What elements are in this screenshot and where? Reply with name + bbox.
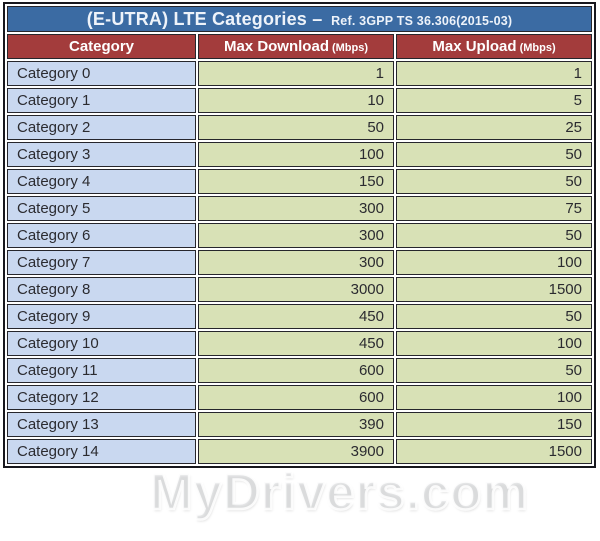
category-cell: Category 8 [7, 277, 196, 302]
category-cell: Category 5 [7, 196, 196, 221]
category-cell: Category 10 [7, 331, 196, 356]
max-download-cell: 50 [198, 115, 394, 140]
max-upload-cell: 50 [396, 223, 592, 248]
max-upload-cell: 50 [396, 304, 592, 329]
category-cell: Category 9 [7, 304, 196, 329]
header-label: Max Download [223, 37, 329, 55]
category-cell: Category 11 [7, 358, 196, 383]
table-row: Category 13 390 150 [7, 412, 592, 437]
lte-categories-table: (E-UTRA) LTE Categories – Ref. 3GPP TS 3… [3, 2, 596, 468]
max-upload-cell: 100 [396, 385, 592, 410]
table-row: Category 6 300 50 [7, 223, 592, 248]
header-row: Category Max Download (Mbps) Max Upload (M… [7, 34, 592, 59]
title-main-text: (E-UTRA) LTE Categories – [86, 8, 323, 29]
max-download-cell: 600 [198, 358, 394, 383]
max-download-cell: 10 [198, 88, 394, 113]
max-download-cell: 150 [198, 169, 394, 194]
max-download-cell: 300 [198, 223, 394, 248]
max-download-cell: 100 [198, 142, 394, 167]
max-download-cell: 390 [198, 412, 394, 437]
column-header-category: Category [7, 34, 196, 59]
max-upload-cell: 1500 [396, 277, 592, 302]
table-title: (E-UTRA) LTE Categories – Ref. 3GPP TS 3… [7, 6, 592, 32]
category-cell: Category 12 [7, 385, 196, 410]
category-cell: Category 6 [7, 223, 196, 248]
category-cell: Category 14 [7, 439, 196, 464]
header-unit: (Mbps) [519, 41, 556, 54]
header-label: Category [68, 37, 135, 55]
max-download-cell: 1 [198, 61, 394, 86]
max-download-cell: 450 [198, 331, 394, 356]
category-cell: Category 1 [7, 88, 196, 113]
max-download-cell: 300 [198, 196, 394, 221]
max-download-cell: 3900 [198, 439, 394, 464]
max-upload-cell: 5 [396, 88, 592, 113]
max-upload-cell: 50 [396, 169, 592, 194]
max-upload-cell: 100 [396, 331, 592, 356]
table-row: Category 8 3000 1500 [7, 277, 592, 302]
table-row: Category 4 150 50 [7, 169, 592, 194]
max-upload-cell: 50 [396, 358, 592, 383]
table-row: Category 3 100 50 [7, 142, 592, 167]
header-unit: (Mbps) [331, 41, 369, 54]
max-download-cell: 600 [198, 385, 394, 410]
table-row: Category 1 10 5 [7, 88, 592, 113]
category-cell: Category 4 [7, 169, 196, 194]
max-upload-cell: 75 [396, 196, 592, 221]
category-cell: Category 7 [7, 250, 196, 275]
table-row: Category 7 300 100 [7, 250, 592, 275]
title-row: (E-UTRA) LTE Categories – Ref. 3GPP TS 3… [7, 6, 592, 32]
header-label: Max Upload [432, 37, 517, 55]
max-download-cell: 3000 [198, 277, 394, 302]
column-header-max-download: Max Download (Mbps) [198, 34, 394, 59]
max-upload-cell: 1500 [396, 439, 592, 464]
category-cell: Category 2 [7, 115, 196, 140]
max-download-cell: 300 [198, 250, 394, 275]
table-row: Category 14 3900 1500 [7, 439, 592, 464]
watermark: MyDrivers.com [149, 462, 529, 522]
category-cell: Category 13 [7, 412, 196, 437]
max-upload-cell: 100 [396, 250, 592, 275]
table-row: Category 0 1 1 [7, 61, 592, 86]
max-upload-cell: 25 [396, 115, 592, 140]
table-row: Category 12 600 100 [7, 385, 592, 410]
table-row: Category 2 50 25 [7, 115, 592, 140]
table-row: Category 10 450 100 [7, 331, 592, 356]
table-row: Category 9 450 50 [7, 304, 592, 329]
column-header-max-upload: Max Upload (Mbps) [396, 34, 592, 59]
category-cell: Category 3 [7, 142, 196, 167]
category-cell: Category 0 [7, 61, 196, 86]
max-upload-cell: 50 [396, 142, 592, 167]
table-row: Category 5 300 75 [7, 196, 592, 221]
max-upload-cell: 1 [396, 61, 592, 86]
max-upload-cell: 150 [396, 412, 592, 437]
table-body: Category 0 1 1 Category 1 10 5 Category … [7, 61, 592, 464]
table-row: Category 11 600 50 [7, 358, 592, 383]
title-ref-text: Ref. 3GPP TS 36.306(2015-03) [331, 13, 513, 28]
max-download-cell: 450 [198, 304, 394, 329]
